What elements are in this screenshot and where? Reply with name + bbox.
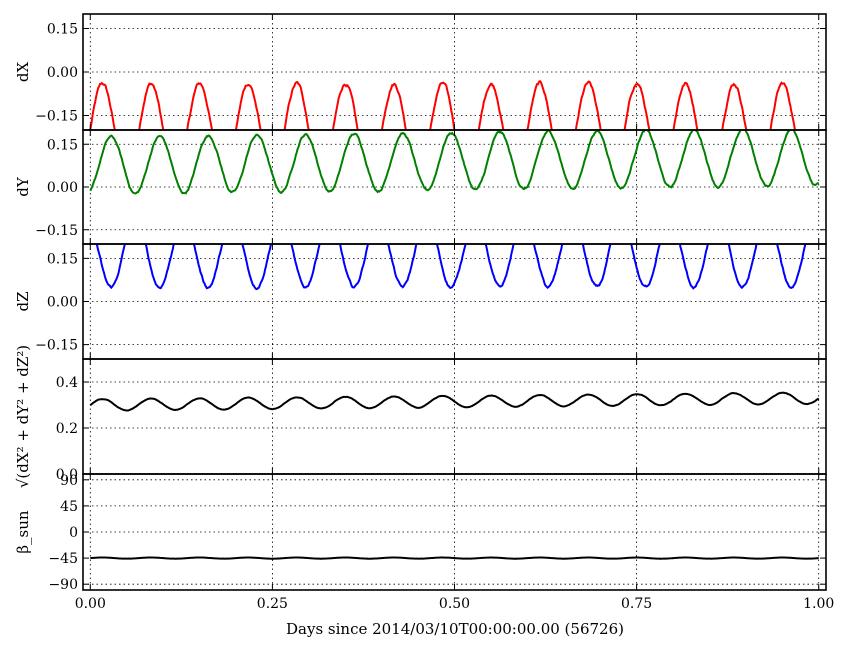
x-axis-title: Days since 2014/03/10T00:00:00.00 (56726… <box>286 620 624 638</box>
y-tick-label-beta-1: −45 <box>48 551 78 567</box>
y-tick-label-beta-4: 90 <box>60 473 78 489</box>
y-tick-label-dY-1: 0.00 <box>47 180 78 196</box>
panel-beta: −90 −45 0 45 90 β_sun <box>14 473 827 593</box>
x-tick-label-2: 0.50 <box>439 596 470 612</box>
y-tick-label-beta-2: 0 <box>69 525 78 541</box>
series-line-norm-0 <box>89 391 820 412</box>
y-tick-label-dY-2: 0.15 <box>47 137 78 153</box>
y-tick-label-dX-1: 0.00 <box>47 65 78 81</box>
y-axis-title-dX: dX <box>14 62 32 83</box>
y-axis-title-dZ: dZ <box>14 291 32 311</box>
y-tick-label-beta-3: 45 <box>60 499 78 515</box>
panel-frame-dZ <box>82 243 827 360</box>
panel-frame-dX <box>82 13 827 131</box>
y-tick-label-dZ-2: 0.15 <box>47 251 78 267</box>
y-tick-label-dX-0: −0.15 <box>35 109 78 125</box>
y-tick-label-norm-1: 0.2 <box>56 421 78 437</box>
y-axis-title-dY: dY <box>14 176 32 197</box>
panel-norm: 0.0 0.2 0.4 √(dX² + dY² + dZ²) <box>14 345 827 488</box>
y-tick-label-dX-2: 0.15 <box>47 22 78 38</box>
x-tick-label-1: 0.25 <box>257 596 288 612</box>
series-line-dY-0 <box>89 130 820 195</box>
y-tick-label-norm-2: 0.4 <box>56 375 78 391</box>
x-tick-label-0: 0.00 <box>75 596 106 612</box>
y-tick-label-dY-0: −0.15 <box>35 223 78 239</box>
series-line-beta-0 <box>90 556 819 560</box>
panel-frame-beta <box>82 473 827 591</box>
panel-frame-norm <box>82 358 827 475</box>
panels-group: −0.150.000.15dX−0.150.000.15dY−0.150.000… <box>14 13 834 612</box>
y-axis-title-beta: β_sun <box>14 510 32 554</box>
y-axis-title-norm: √(dX² + dY² + dZ²) <box>14 345 32 488</box>
y-tick-label-dZ-1: 0.00 <box>47 295 78 311</box>
series-line-dZ-0 <box>95 244 807 291</box>
y-tick-label-beta-0: −90 <box>48 577 78 593</box>
x-tick-label-4: 1.00 <box>803 596 834 612</box>
y-tick-label-norm-0: 0.0 <box>56 467 78 483</box>
y-tick-label-dZ-0: −0.15 <box>35 338 78 354</box>
panel-dZ: −0.15 0.00 0.15 dZ <box>14 243 827 360</box>
panel-dY: −0.15 0.00 0.15 dY <box>14 129 827 245</box>
panel-frame-dY <box>82 129 827 245</box>
x-tick-label-3: 0.75 <box>621 596 652 612</box>
